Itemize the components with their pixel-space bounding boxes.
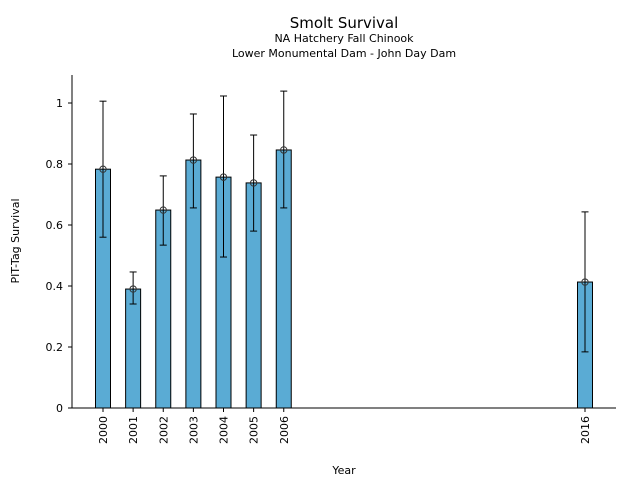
x-tick-label: 2016 — [579, 416, 592, 444]
data-point-marker — [249, 179, 258, 187]
x-tick-label: 2006 — [278, 416, 291, 444]
chart-title: Smolt Survival — [290, 14, 399, 32]
data-point-marker — [219, 173, 228, 181]
y-tick-label: 0.6 — [46, 219, 64, 232]
x-tick-label: 2000 — [97, 416, 110, 444]
y-tick-label: 0.2 — [46, 341, 64, 354]
y-tick-label: 1 — [56, 97, 63, 110]
x-tick-label: 2004 — [218, 416, 231, 444]
data-point-marker — [280, 146, 288, 154]
y-axis-label: PIT-Tag Survival — [9, 198, 22, 283]
x-tick-label: 2002 — [157, 416, 170, 444]
data-point-marker — [99, 165, 107, 173]
chart-subtitle-1: NA Hatchery Fall Chinook — [274, 32, 414, 45]
data-point-marker — [581, 278, 589, 286]
data-point-marker — [129, 285, 137, 293]
y-tick-label: 0.8 — [46, 158, 64, 171]
x-tick-label: 2003 — [187, 416, 200, 444]
y-tick-label: 0 — [56, 402, 63, 415]
y-tick-label: 0.4 — [46, 280, 64, 293]
bar-2001 — [125, 288, 142, 409]
data-point-marker — [189, 156, 198, 164]
x-tick-label: 2005 — [248, 416, 261, 444]
chart-subtitle-2: Lower Monumental Dam - John Day Dam — [232, 47, 456, 60]
data-point-marker — [159, 206, 167, 214]
x-axis-label: Year — [331, 464, 356, 477]
x-tick-label: 2001 — [127, 416, 140, 444]
